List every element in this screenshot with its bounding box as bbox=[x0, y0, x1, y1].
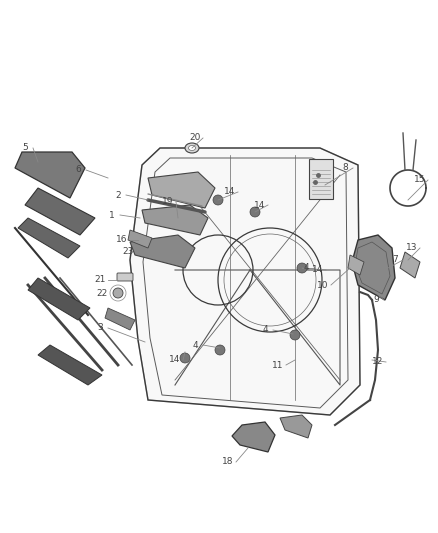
Text: 4: 4 bbox=[262, 326, 268, 335]
Text: 7: 7 bbox=[392, 255, 398, 264]
Circle shape bbox=[297, 263, 307, 273]
Text: 18: 18 bbox=[222, 457, 234, 466]
Text: 11: 11 bbox=[272, 360, 284, 369]
FancyBboxPatch shape bbox=[309, 159, 333, 199]
Circle shape bbox=[113, 288, 123, 298]
Text: 14: 14 bbox=[170, 356, 181, 365]
Text: 14: 14 bbox=[312, 265, 324, 274]
Text: 8: 8 bbox=[342, 164, 348, 173]
Text: 5: 5 bbox=[22, 143, 28, 152]
Text: 10: 10 bbox=[317, 280, 329, 289]
Polygon shape bbox=[280, 415, 312, 438]
Text: 12: 12 bbox=[372, 358, 384, 367]
Circle shape bbox=[213, 195, 223, 205]
Text: 1: 1 bbox=[109, 211, 115, 220]
Polygon shape bbox=[142, 205, 208, 235]
Text: 23: 23 bbox=[122, 247, 134, 256]
Text: 14: 14 bbox=[224, 188, 236, 197]
Polygon shape bbox=[130, 148, 360, 415]
Text: 16: 16 bbox=[116, 236, 128, 245]
Text: 6: 6 bbox=[75, 166, 81, 174]
Text: 19: 19 bbox=[162, 198, 174, 206]
Polygon shape bbox=[18, 218, 80, 258]
Polygon shape bbox=[38, 345, 102, 385]
Polygon shape bbox=[400, 252, 420, 278]
Polygon shape bbox=[25, 188, 95, 235]
Polygon shape bbox=[130, 235, 195, 268]
FancyBboxPatch shape bbox=[117, 273, 133, 281]
Circle shape bbox=[290, 330, 300, 340]
Text: 21: 21 bbox=[94, 276, 106, 285]
Polygon shape bbox=[348, 255, 364, 275]
Text: 9: 9 bbox=[373, 295, 379, 304]
Text: 15: 15 bbox=[414, 175, 426, 184]
Polygon shape bbox=[352, 235, 395, 300]
Circle shape bbox=[180, 353, 190, 363]
Text: 4: 4 bbox=[303, 263, 309, 272]
Polygon shape bbox=[15, 152, 85, 198]
Text: 22: 22 bbox=[96, 288, 108, 297]
Text: 13: 13 bbox=[406, 244, 418, 253]
Polygon shape bbox=[148, 172, 215, 208]
Text: 4: 4 bbox=[192, 341, 198, 350]
Polygon shape bbox=[28, 278, 90, 320]
Text: 14: 14 bbox=[254, 200, 266, 209]
Polygon shape bbox=[128, 230, 152, 248]
Polygon shape bbox=[232, 422, 275, 452]
Polygon shape bbox=[105, 308, 135, 330]
Text: 3: 3 bbox=[97, 324, 103, 333]
Ellipse shape bbox=[188, 146, 195, 150]
Text: 2: 2 bbox=[115, 190, 121, 199]
Ellipse shape bbox=[185, 143, 199, 153]
Text: 20: 20 bbox=[189, 133, 201, 142]
Circle shape bbox=[250, 207, 260, 217]
Circle shape bbox=[215, 345, 225, 355]
